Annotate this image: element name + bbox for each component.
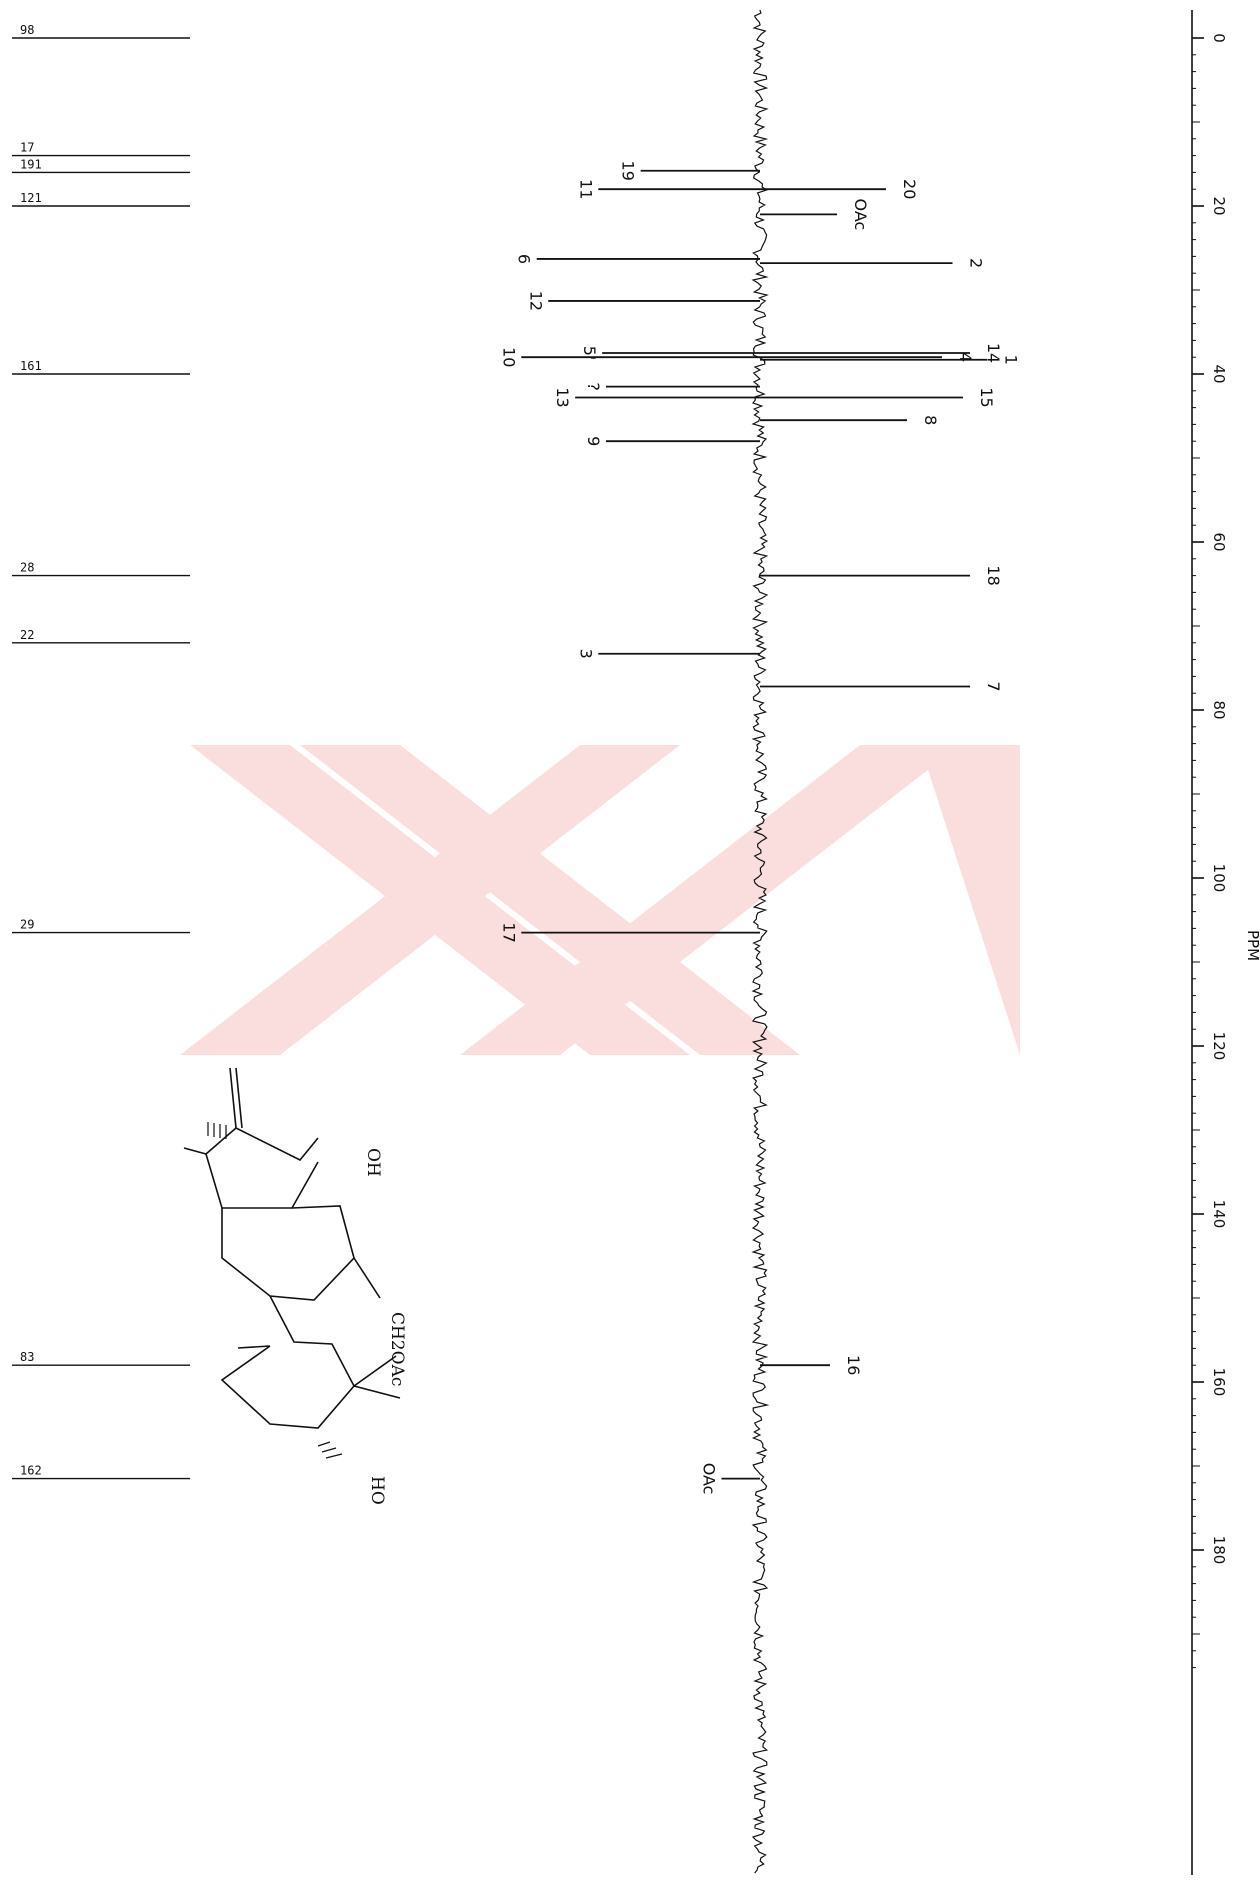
integral-tag-label: 98 — [20, 23, 34, 37]
peak-label-7: 7 — [984, 681, 1003, 691]
peak-label-OAc: OAc — [700, 1463, 719, 1495]
peak-label-16: 16 — [844, 1355, 863, 1375]
peak-label-12: 12 — [526, 291, 545, 311]
hydroxyl-label-2: HO — [367, 1476, 387, 1505]
integral-tag-label: 28 — [20, 561, 34, 575]
peak-label-8: 8 — [921, 415, 940, 425]
ppm-tick-label: 80 — [1210, 700, 1228, 719]
ppm-tick-label: 0 — [1210, 33, 1228, 43]
ppm-tick-label: 140 — [1210, 1200, 1228, 1229]
integral-tag-label: 191 — [20, 157, 42, 171]
hydroxyl-label: OH — [363, 1148, 383, 1177]
spectrum-peaks — [521, 169, 988, 1480]
peak-label-5': 5' — [580, 346, 599, 361]
integral-tag-label: 29 — [20, 918, 34, 932]
ppm-tick-label: 120 — [1210, 1032, 1228, 1061]
ppm-tick-label: 100 — [1210, 864, 1228, 893]
ppm-tick-label: 40 — [1210, 364, 1228, 383]
peak-label-14: 14 — [984, 343, 1003, 363]
acetoxymethyl-label: CH2OAc — [387, 1312, 407, 1386]
peak-label-9: 9 — [584, 436, 603, 446]
peak-label-4: 4 — [956, 352, 975, 362]
peak-label-6: 6 — [515, 254, 534, 264]
peak-label-2: 2 — [967, 258, 986, 268]
peak-label-19: 19 — [619, 161, 638, 181]
peak-label-10: 10 — [499, 347, 518, 367]
ppm-tick-label: 180 — [1210, 1536, 1228, 1565]
ppm-axis-title: PPM — [1244, 930, 1260, 961]
integral-tag-label: 22 — [20, 628, 34, 642]
ppm-axis: 0 20 40 60 80 100 120 140 160 180 PPM — [1191, 10, 1260, 1875]
peak-label-OAc: OAc — [851, 199, 870, 231]
peak-label-18: 18 — [984, 565, 1003, 585]
molecule-structure — [183, 1067, 401, 1459]
ppm-major-ticks: 0 20 40 60 80 100 120 140 160 180 — [1210, 33, 1228, 1564]
peak-label-17: 17 — [499, 922, 518, 942]
peak-integral-tags: 98 17 28 22 29 83 162 191 121 161 — [12, 23, 190, 1480]
peak-label-15: 15 — [977, 387, 996, 407]
integral-tag-label: 121 — [20, 191, 42, 205]
integral-tag-label: 162 — [20, 1464, 42, 1478]
peak-label-11: 11 — [576, 179, 595, 199]
integral-tag-label: 161 — [20, 359, 42, 373]
integral-tag-label: 83 — [20, 1350, 34, 1364]
peak-label-13: 13 — [553, 387, 572, 407]
peak-labels: 19 20 11 OAc 6 2 12 14 5' 4 10 1? 15 13 8 9 18 3 7 17 16 OAc — [499, 161, 1020, 1495]
integral-tag-label: 17 — [20, 141, 34, 155]
ppm-tick-label: 60 — [1210, 532, 1228, 551]
hashed-wedge — [207, 1122, 343, 1459]
ppm-minor-ticks — [1192, 37, 1204, 1669]
peak-label-20: 20 — [900, 179, 919, 199]
peak-label-?: ? — [584, 382, 603, 391]
spectrum-baseline — [751, 9, 770, 1874]
ppm-tick-label: 20 — [1210, 196, 1228, 215]
peak-label-3: 3 — [576, 649, 595, 659]
watermark-logo — [180, 745, 1020, 1055]
ppm-tick-label: 160 — [1210, 1368, 1228, 1397]
peak-label-1: 1 — [1002, 355, 1021, 365]
